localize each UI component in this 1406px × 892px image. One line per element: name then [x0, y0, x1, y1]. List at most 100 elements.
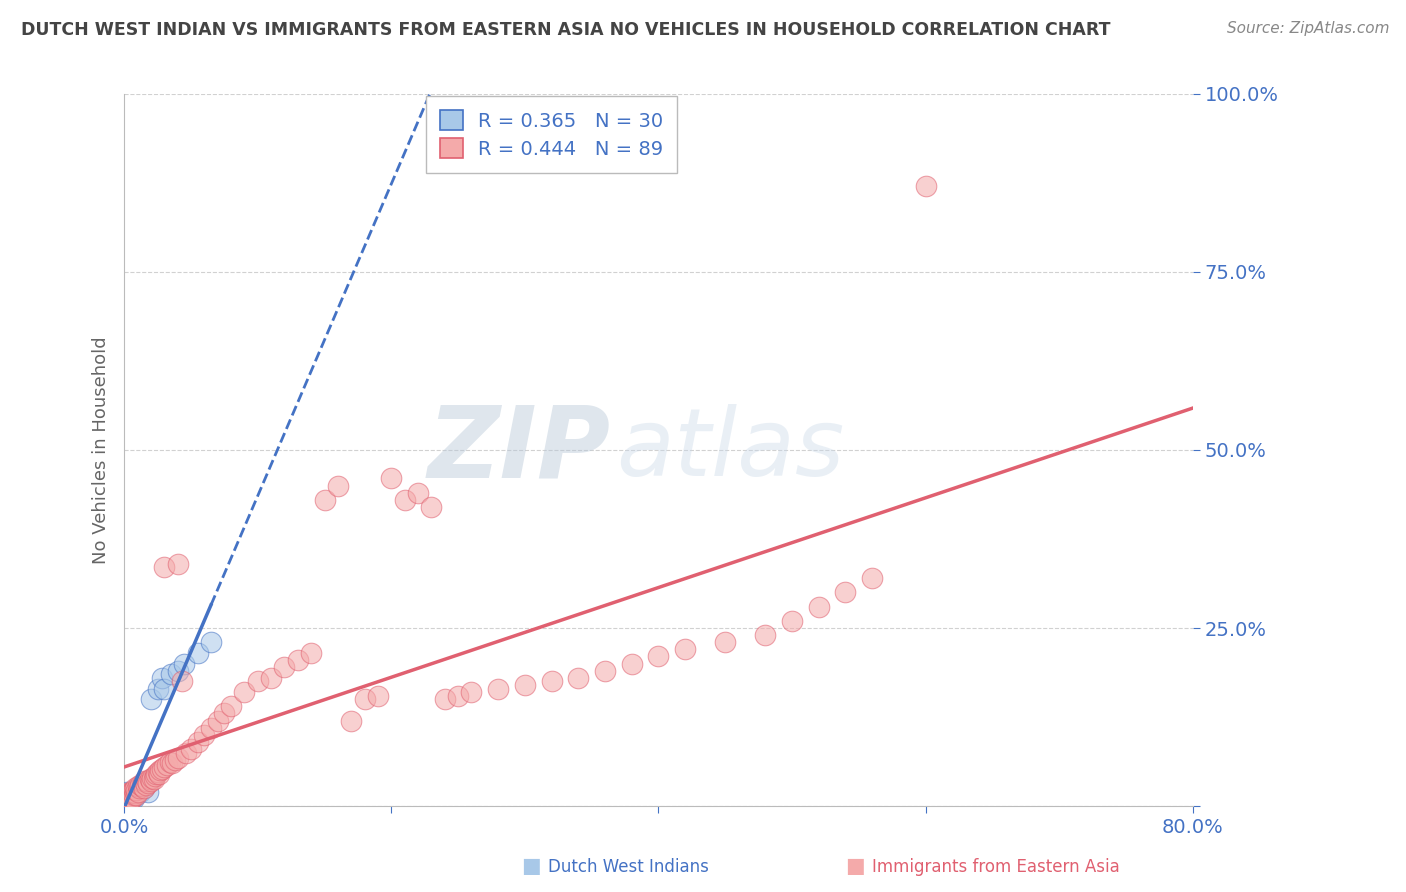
Point — [860, 571, 883, 585]
Point — [117, 786, 139, 800]
Point — [118, 786, 141, 800]
Point — [214, 706, 236, 721]
Point — [117, 792, 139, 806]
Point — [807, 599, 830, 614]
Point — [131, 779, 153, 793]
Point — [128, 783, 150, 797]
Point — [647, 649, 669, 664]
Point — [115, 796, 138, 810]
Point — [433, 692, 456, 706]
Point — [150, 671, 173, 685]
Point — [122, 783, 145, 797]
Text: ■: ■ — [522, 856, 541, 876]
Point — [567, 671, 589, 685]
Point — [260, 671, 283, 685]
Point — [159, 755, 181, 769]
Point — [620, 657, 643, 671]
Point — [166, 750, 188, 764]
Text: DUTCH WEST INDIAN VS IMMIGRANTS FROM EASTERN ASIA NO VEHICLES IN HOUSEHOLD CORRE: DUTCH WEST INDIAN VS IMMIGRANTS FROM EAS… — [21, 21, 1111, 38]
Point — [132, 776, 155, 790]
Point — [117, 793, 139, 807]
Point — [114, 789, 136, 803]
Point — [135, 778, 157, 792]
Text: ZIP: ZIP — [427, 401, 610, 499]
Point — [420, 500, 443, 514]
Point — [834, 585, 856, 599]
Point — [114, 792, 136, 806]
Point — [115, 789, 138, 803]
Point — [136, 776, 159, 790]
Point — [540, 674, 562, 689]
Point — [150, 762, 173, 776]
Point — [173, 657, 195, 671]
Point — [122, 790, 145, 805]
Point — [180, 742, 202, 756]
Point — [127, 779, 149, 793]
Point — [394, 492, 416, 507]
Point — [124, 789, 146, 803]
Point — [153, 560, 176, 574]
Point — [353, 692, 375, 706]
Point — [780, 614, 803, 628]
Point — [127, 785, 149, 799]
Point — [187, 646, 209, 660]
Point — [115, 793, 138, 807]
Text: Dutch West Indians: Dutch West Indians — [548, 858, 709, 876]
Point — [135, 774, 157, 789]
Point — [145, 767, 167, 781]
Point — [367, 689, 389, 703]
Point — [460, 685, 482, 699]
Point — [714, 635, 737, 649]
Point — [149, 764, 172, 778]
Point — [593, 664, 616, 678]
Point — [146, 681, 169, 696]
Point — [219, 699, 242, 714]
Point — [129, 785, 152, 799]
Point — [160, 667, 183, 681]
Point — [114, 796, 136, 810]
Point — [326, 478, 349, 492]
Point — [125, 785, 148, 799]
Point — [122, 789, 145, 803]
Point — [146, 764, 169, 779]
Point — [115, 790, 138, 805]
Text: Immigrants from Eastern Asia: Immigrants from Eastern Asia — [872, 858, 1119, 876]
Point — [134, 781, 156, 796]
Point — [120, 792, 142, 806]
Text: ■: ■ — [845, 856, 865, 876]
Point — [406, 485, 429, 500]
Point — [120, 792, 142, 806]
Point — [121, 789, 143, 803]
Point — [174, 746, 197, 760]
Point — [127, 781, 149, 796]
Legend: R = 0.365   N = 30, R = 0.444   N = 89: R = 0.365 N = 30, R = 0.444 N = 89 — [426, 96, 678, 172]
Point — [134, 774, 156, 789]
Point — [141, 771, 163, 785]
Point — [200, 721, 222, 735]
Point — [233, 685, 256, 699]
Point — [166, 664, 188, 678]
Point — [314, 492, 336, 507]
Point — [125, 789, 148, 803]
Point — [118, 790, 141, 805]
Point — [121, 790, 143, 805]
Point — [118, 792, 141, 806]
Point — [120, 785, 142, 799]
Point — [142, 772, 165, 786]
Point — [118, 785, 141, 799]
Point — [139, 692, 162, 706]
Point — [273, 660, 295, 674]
Point — [486, 681, 509, 696]
Y-axis label: No Vehicles in Household: No Vehicles in Household — [93, 336, 110, 564]
Point — [136, 785, 159, 799]
Point — [162, 756, 184, 771]
Point — [207, 714, 229, 728]
Point — [138, 772, 160, 786]
Point — [139, 774, 162, 789]
Point — [340, 714, 363, 728]
Point — [114, 796, 136, 810]
Point — [200, 635, 222, 649]
Point — [153, 681, 176, 696]
Point — [156, 757, 179, 772]
Point — [114, 792, 136, 806]
